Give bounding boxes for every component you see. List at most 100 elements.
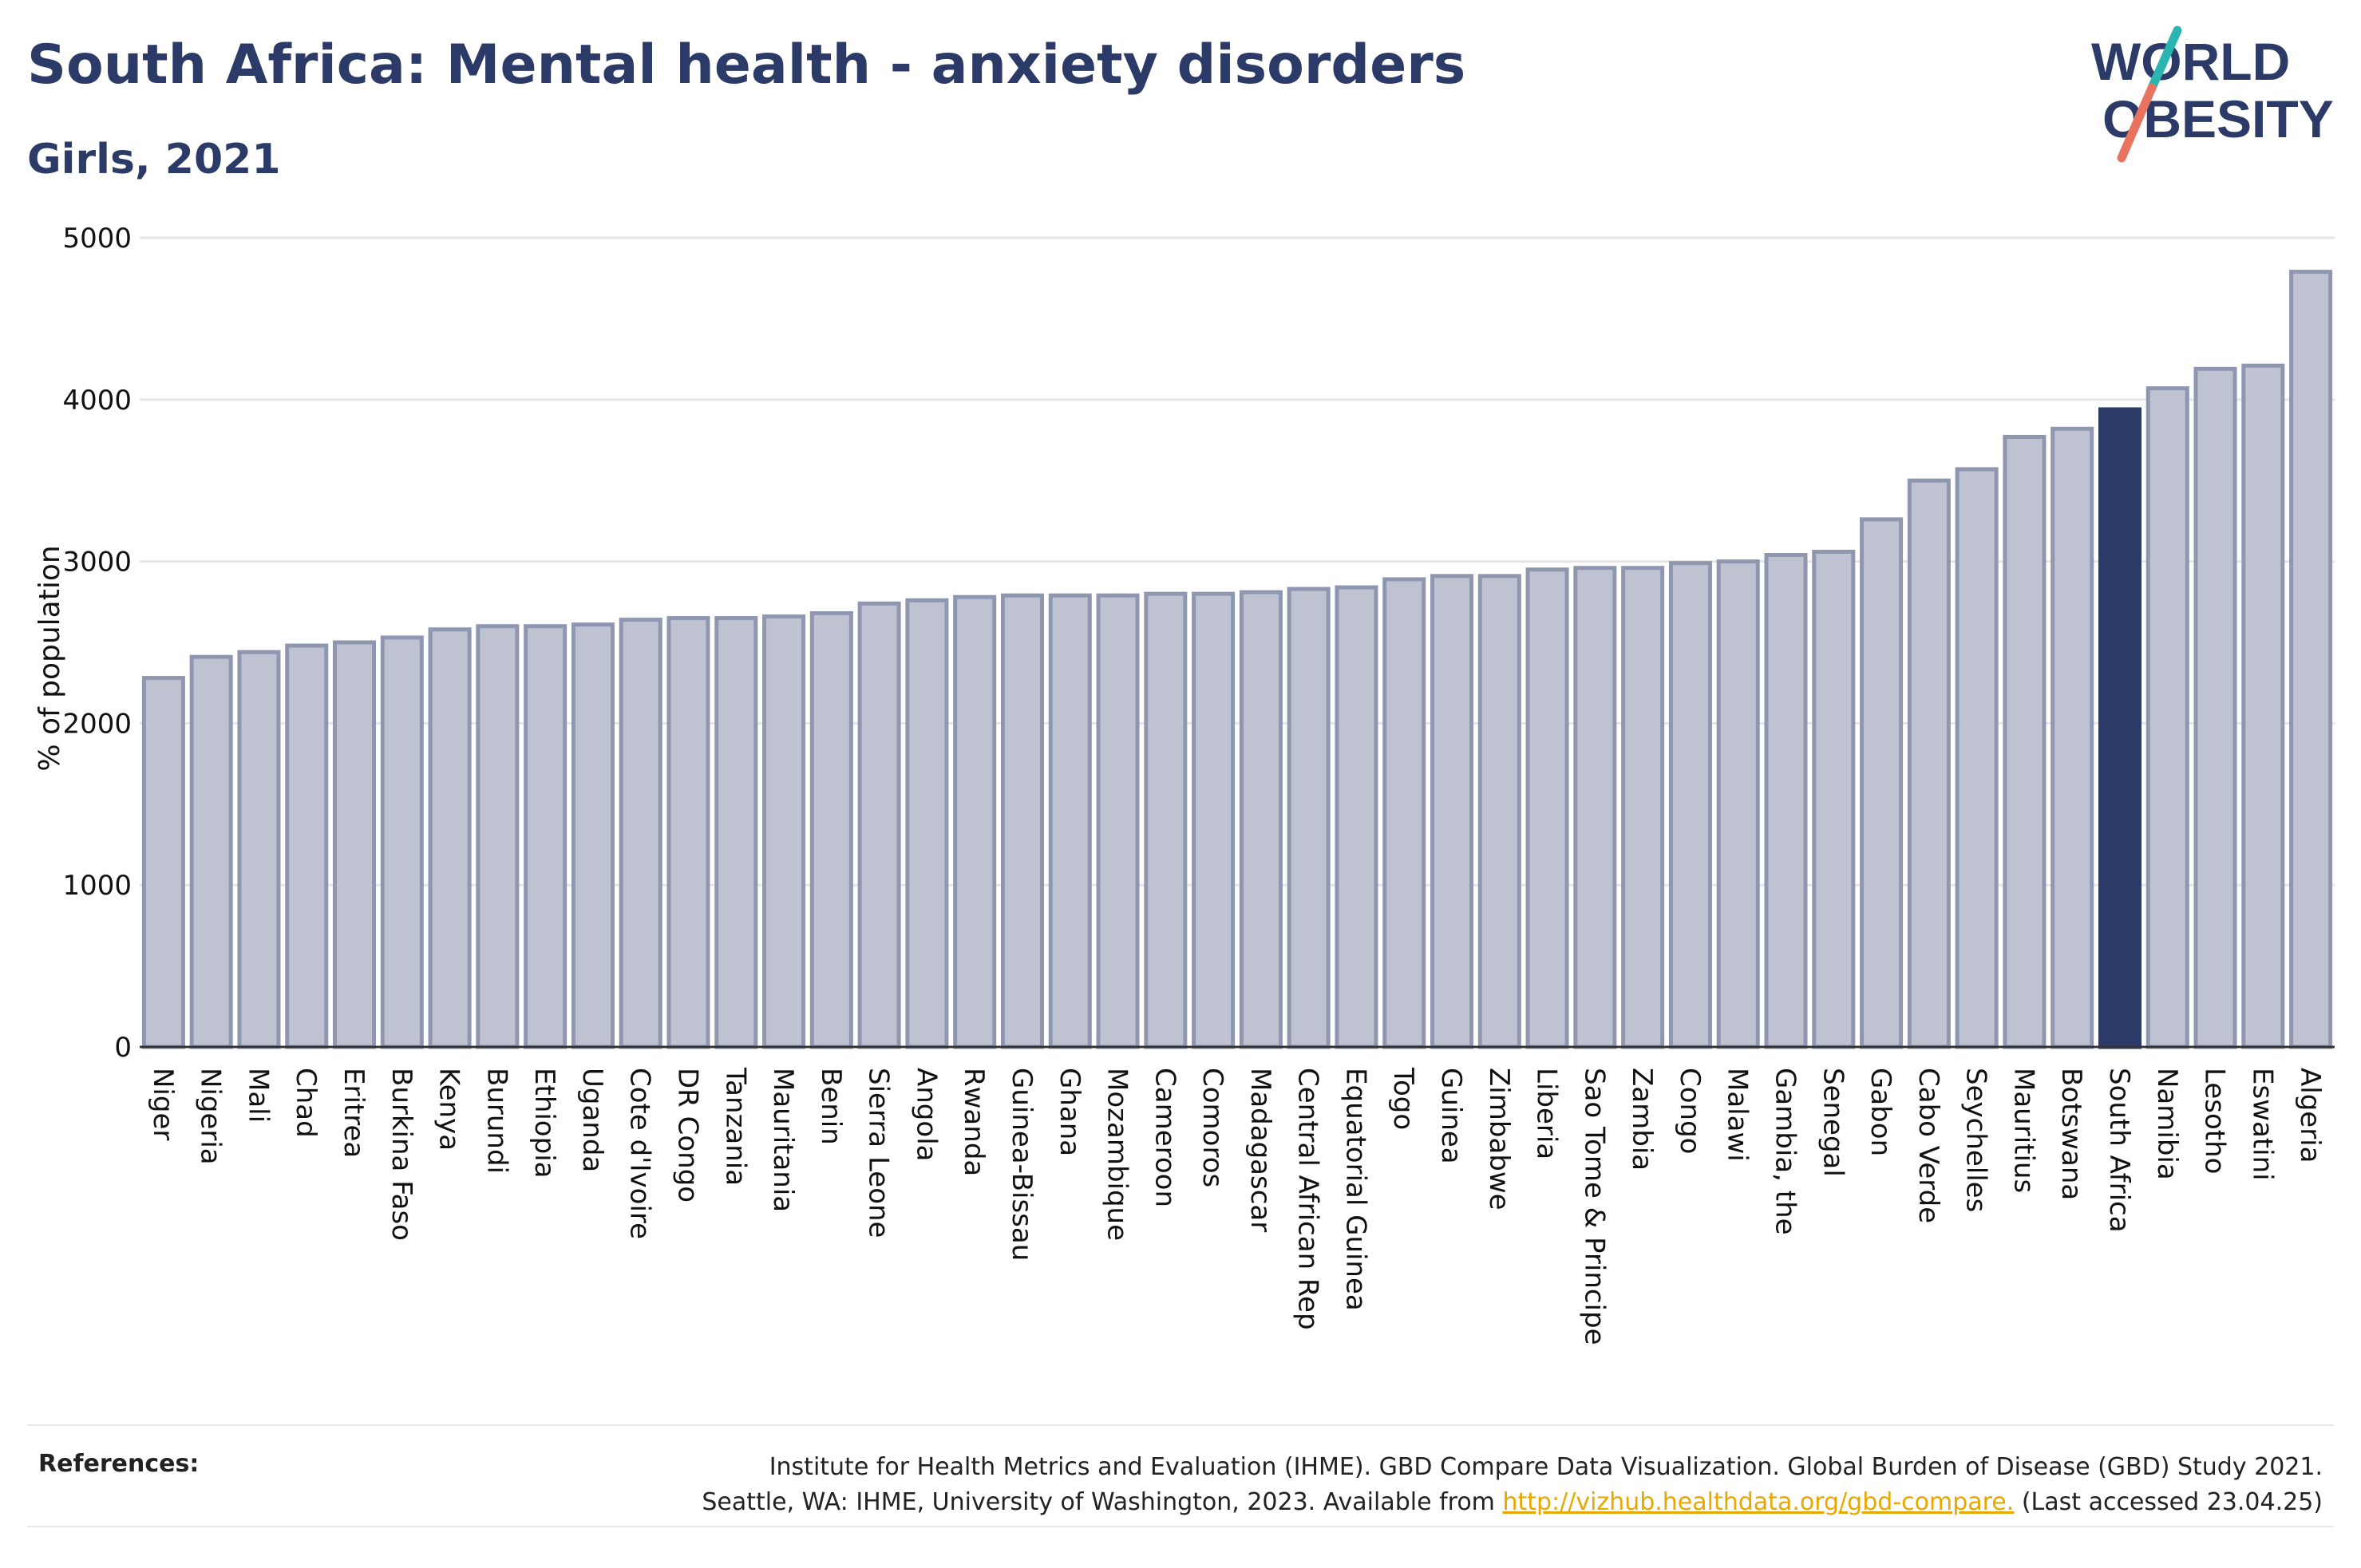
bar-gabon xyxy=(1860,517,1904,1049)
y-tick-label: 3000 xyxy=(62,547,132,579)
bar-burundi xyxy=(476,624,520,1049)
x-tick-label: Comoros xyxy=(1196,1068,1228,1187)
page-subtitle: Girls, 2021 xyxy=(27,136,281,184)
bar-cote-d-ivoire xyxy=(619,618,662,1049)
logo-slash-coral xyxy=(2117,83,2157,163)
x-tick-label: South Africa xyxy=(2103,1068,2135,1233)
bar-eswatini xyxy=(2241,363,2285,1049)
x-tick-label: Eswatini xyxy=(2246,1068,2278,1181)
bar-namibia xyxy=(2145,386,2189,1049)
x-tick-label: Sao Tome & Principe xyxy=(1578,1068,1610,1345)
x-tick-label: Sierra Leone xyxy=(863,1068,895,1238)
bar-guinea-bissau xyxy=(1000,593,1044,1049)
logo-line1: WORLD xyxy=(2091,32,2290,91)
x-tick-label: Mauritania xyxy=(767,1068,799,1212)
x-tick-label: Mali xyxy=(242,1068,274,1123)
x-tick-label: Botswana xyxy=(2055,1068,2087,1200)
y-tick-label: 2000 xyxy=(62,708,132,740)
bar-zimbabwe xyxy=(1477,574,1521,1049)
bar-eritrea xyxy=(333,640,377,1049)
x-tick-label: Gabon xyxy=(1865,1068,1896,1156)
world-obesity-logo: WORLD OBESITY xyxy=(2091,26,2334,163)
bar-tanzania xyxy=(714,616,758,1049)
x-tick-label: Namibia xyxy=(2151,1068,2183,1180)
bar-cabo-verde xyxy=(1907,478,1951,1049)
bar-dr-congo xyxy=(666,616,710,1049)
bar-sao-tome-principe xyxy=(1573,566,1617,1049)
references-label: References: xyxy=(38,1450,200,1478)
bar-liberia xyxy=(1525,567,1569,1049)
bar-mozambique xyxy=(1096,593,1140,1049)
x-tick-label: Cameroon xyxy=(1149,1068,1180,1207)
bar-mauritania xyxy=(762,614,806,1049)
x-tick-label: Nigeria xyxy=(195,1068,227,1165)
bars xyxy=(141,270,2333,1049)
x-axis-labels: Niger Nigeria Mali Chad Eritrea Burkina Faso K… xyxy=(147,1067,2326,1345)
bar-niger xyxy=(141,676,185,1049)
bar-lesotho xyxy=(2193,366,2237,1049)
bar-kenya xyxy=(428,627,472,1049)
logo-slash-teal xyxy=(2147,26,2182,93)
bar-madagascar xyxy=(1239,590,1283,1049)
bar-uganda xyxy=(571,622,615,1049)
bar-zambia xyxy=(1621,566,1665,1049)
x-tick-label: Cote d'Ivoire xyxy=(624,1068,656,1239)
bar-botswana xyxy=(2051,426,2094,1049)
bar-senegal xyxy=(1812,549,1856,1049)
bar-togo xyxy=(1382,577,1426,1049)
bar-ghana xyxy=(1048,593,1092,1049)
x-tick-label: Senegal xyxy=(1817,1068,1849,1177)
x-tick-label: Uganda xyxy=(576,1068,608,1172)
bar-guinea xyxy=(1430,574,1474,1049)
x-tick-label: Benin xyxy=(815,1068,847,1145)
bar-burkina-faso xyxy=(380,635,424,1049)
x-tick-label: Zambia xyxy=(1626,1068,1658,1171)
reference-line-2: Seattle, WA: IHME, University of Washing… xyxy=(407,1485,2323,1520)
x-tick-label: Angola xyxy=(910,1068,942,1161)
bar-chad xyxy=(285,643,329,1049)
x-tick-label: Burundi xyxy=(481,1068,512,1174)
x-tick-label: Togo xyxy=(1387,1067,1419,1130)
x-tick-label: Guinea xyxy=(1435,1068,1467,1164)
y-tick-label: 0 xyxy=(114,1032,132,1064)
bar-cameroon xyxy=(1144,591,1188,1049)
bar-rwanda xyxy=(953,594,997,1049)
x-tick-label: Central African Rep xyxy=(1292,1068,1324,1330)
references-footer: References: Institute for Health Metrics… xyxy=(27,1424,2334,1527)
x-tick-label: Niger xyxy=(147,1068,179,1140)
reference-line-1: Institute for Health Metrics and Evaluat… xyxy=(769,1453,2323,1481)
x-tick-label: Seychelles xyxy=(1960,1068,1992,1212)
x-tick-label: Lesotho xyxy=(2199,1068,2231,1174)
bar-seychelles xyxy=(1955,467,1999,1049)
bar-gambia-the xyxy=(1764,552,1808,1049)
bar-benin xyxy=(809,610,853,1049)
bar-comoros xyxy=(1192,591,1236,1049)
y-tick-label: 1000 xyxy=(62,870,132,902)
x-tick-label: Mauritius xyxy=(2007,1068,2039,1193)
reference-line-2-suffix: (Last accessed 23.04.25) xyxy=(2014,1488,2323,1516)
bar-ethiopia xyxy=(524,624,568,1049)
reference-line-2-prefix: Seattle, WA: IHME, University of Washing… xyxy=(702,1488,1503,1516)
bar-central-african-rep xyxy=(1287,587,1331,1049)
x-tick-label: Congo xyxy=(1674,1068,1706,1154)
x-tick-label: Guinea-Bissau xyxy=(1006,1068,1038,1261)
x-tick-label: Rwanda xyxy=(958,1068,990,1176)
x-tick-label: Algeria xyxy=(2294,1068,2326,1163)
y-axis-label: % of population xyxy=(34,545,66,771)
x-tick-label: Ethiopia xyxy=(528,1068,560,1178)
x-tick-label: Gambia, the xyxy=(1770,1068,1801,1235)
x-tick-label: Equatorial Guinea xyxy=(1339,1068,1371,1311)
y-tick-label: 5000 xyxy=(62,223,132,255)
bar-mali xyxy=(237,650,281,1049)
x-tick-label: DR Congo xyxy=(672,1068,704,1203)
y-tick-label: 4000 xyxy=(62,385,132,417)
x-tick-label: Kenya xyxy=(433,1068,465,1151)
reference-link[interactable]: http://vizhub.healthdata.org/gbd-compare… xyxy=(1502,1488,2015,1516)
page-title: South Africa: Mental health - anxiety di… xyxy=(27,34,1466,97)
bar-congo xyxy=(1668,561,1712,1049)
bar-south-africa xyxy=(2098,407,2142,1049)
bar-mauritius xyxy=(2003,434,2047,1049)
bar-angola xyxy=(905,598,949,1049)
bar-nigeria xyxy=(189,654,233,1049)
x-tick-label: Ghana xyxy=(1054,1068,1086,1156)
